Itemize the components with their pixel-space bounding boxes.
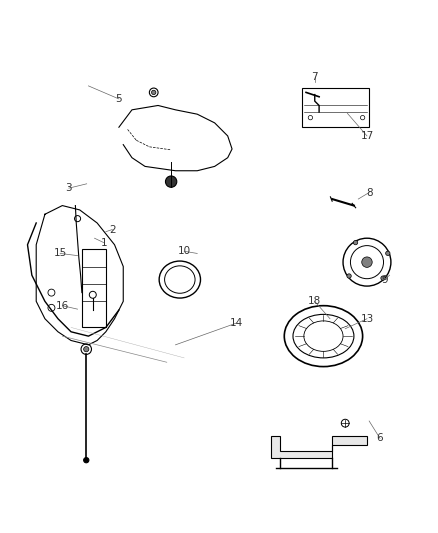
Text: 5: 5 (116, 94, 122, 104)
Circle shape (166, 176, 177, 187)
Circle shape (381, 276, 385, 280)
Text: 1: 1 (100, 238, 107, 247)
Text: 8: 8 (366, 188, 372, 198)
Circle shape (353, 240, 358, 245)
Circle shape (84, 346, 89, 352)
Circle shape (385, 251, 390, 255)
Text: 14: 14 (230, 318, 243, 328)
Text: 17: 17 (360, 131, 374, 141)
Circle shape (347, 274, 351, 278)
Text: 9: 9 (381, 274, 388, 285)
FancyBboxPatch shape (82, 249, 106, 327)
Text: 6: 6 (377, 433, 383, 443)
Text: 13: 13 (360, 314, 374, 324)
Text: 7: 7 (311, 72, 318, 82)
Circle shape (84, 457, 89, 463)
Text: 3: 3 (66, 183, 72, 193)
Circle shape (152, 90, 156, 94)
Text: 15: 15 (53, 248, 67, 259)
Circle shape (362, 257, 372, 268)
FancyBboxPatch shape (302, 88, 369, 127)
Text: 16: 16 (56, 301, 69, 311)
Text: 18: 18 (308, 296, 321, 306)
Polygon shape (271, 436, 367, 458)
Text: 10: 10 (178, 246, 191, 256)
Text: 2: 2 (109, 224, 116, 235)
